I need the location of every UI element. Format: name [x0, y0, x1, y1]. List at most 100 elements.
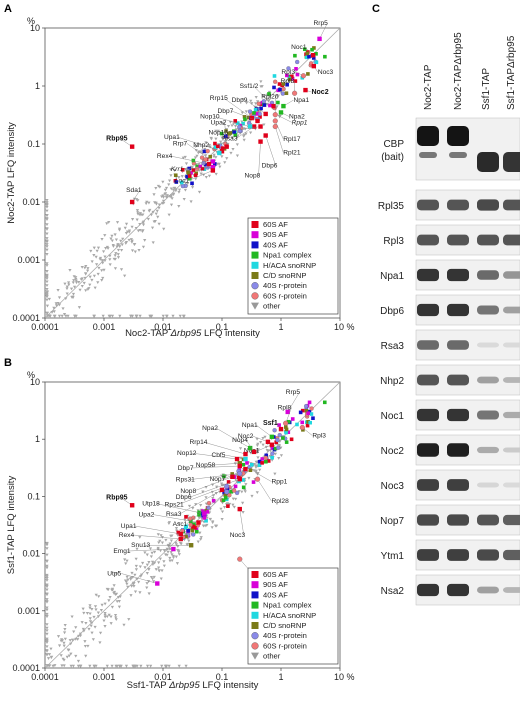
other-point	[51, 664, 55, 668]
label-leader	[191, 452, 238, 460]
category-point	[276, 100, 280, 105]
other-point	[174, 543, 179, 547]
category-point	[233, 133, 238, 137]
other-point	[197, 190, 202, 194]
other-point	[76, 638, 80, 641]
other-point	[68, 639, 72, 642]
category-point	[281, 86, 286, 92]
other-point	[214, 129, 218, 133]
other-point	[231, 497, 235, 501]
category-point	[308, 420, 313, 425]
data-point-dbp7	[237, 463, 242, 469]
y-tick-label: 10	[30, 377, 40, 387]
blot-row-label: Noc3	[381, 481, 405, 492]
other-point	[119, 249, 124, 252]
category-point	[314, 52, 318, 56]
category-point	[307, 400, 312, 405]
category-point	[305, 51, 310, 56]
other-point	[124, 562, 128, 566]
label-leader	[178, 486, 227, 505]
other-point	[100, 259, 104, 262]
category-point	[187, 516, 193, 521]
other-point	[254, 464, 258, 468]
legend-label: other	[263, 652, 281, 661]
other-point	[136, 211, 140, 214]
other-point	[237, 490, 241, 493]
category-point	[293, 79, 298, 83]
x-axis-title: Noc2-TAP Δrbp95 LFQ intensity	[125, 328, 260, 339]
category-point	[286, 419, 291, 424]
other-point	[279, 454, 284, 458]
category-point	[241, 485, 246, 490]
data-point-nop7	[243, 466, 248, 472]
other-point	[157, 566, 161, 570]
other-point	[109, 615, 113, 619]
other-point	[157, 206, 161, 210]
other-point	[158, 549, 163, 553]
category-point	[197, 512, 201, 517]
other-point	[45, 275, 49, 279]
other-point	[254, 96, 258, 99]
category-point	[237, 479, 241, 484]
point-label-nop8: Nop8	[180, 488, 196, 495]
other-point	[90, 260, 94, 264]
y-tick-label: 1	[35, 434, 40, 444]
panel-letter-c: C	[372, 3, 380, 15]
other-point	[228, 120, 232, 124]
other-point	[151, 210, 155, 214]
point-label-rbp95: Rbp95	[106, 494, 128, 501]
other-point	[118, 314, 122, 318]
other-point	[138, 565, 142, 569]
other-point	[230, 124, 234, 128]
other-point	[45, 277, 49, 281]
label-leader	[222, 126, 261, 133]
other-point	[84, 289, 88, 293]
other-point	[65, 287, 69, 291]
other-point	[88, 612, 92, 616]
blot-band	[447, 374, 469, 386]
other-point	[254, 466, 258, 469]
other-point	[45, 542, 49, 546]
blot-row-label: Noc2	[381, 446, 405, 457]
other-point	[214, 156, 218, 159]
category-point	[306, 411, 311, 416]
label-leader	[275, 126, 284, 153]
data-point-npa1	[269, 434, 275, 440]
other-point	[148, 208, 152, 212]
other-point	[223, 161, 227, 165]
other-point	[93, 625, 97, 629]
other-point	[214, 172, 218, 176]
legend-label: Npa1 complex	[263, 601, 312, 610]
other-point	[113, 233, 117, 237]
other-point	[45, 262, 49, 266]
other-point	[201, 524, 205, 528]
other-point	[220, 155, 224, 159]
other-point	[90, 631, 94, 635]
other-point	[171, 554, 176, 558]
other-point	[189, 165, 193, 169]
other-point	[45, 639, 49, 642]
other-point	[111, 244, 115, 247]
other-point	[215, 485, 219, 489]
other-point	[202, 173, 206, 177]
other-point	[45, 205, 49, 209]
point-label-rpl8: Rpl8	[278, 404, 292, 411]
point-label-asc1: Asc1	[173, 521, 188, 528]
other-point	[133, 250, 137, 254]
point-label-loc1: Loc1	[175, 177, 190, 184]
other-point	[69, 642, 73, 646]
other-point	[130, 249, 135, 253]
other-point	[117, 605, 121, 609]
category-point	[219, 131, 224, 136]
other-point	[45, 290, 49, 294]
point-label-rrp5: Rrp5	[314, 20, 329, 27]
other-point	[190, 186, 195, 189]
point-label-upa1: Upa1	[121, 523, 137, 530]
other-point	[113, 613, 118, 617]
other-point	[87, 627, 91, 631]
category-point	[310, 47, 314, 52]
other-point	[96, 281, 100, 285]
other-point	[127, 229, 132, 233]
other-point	[177, 522, 181, 525]
category-point	[286, 66, 291, 71]
